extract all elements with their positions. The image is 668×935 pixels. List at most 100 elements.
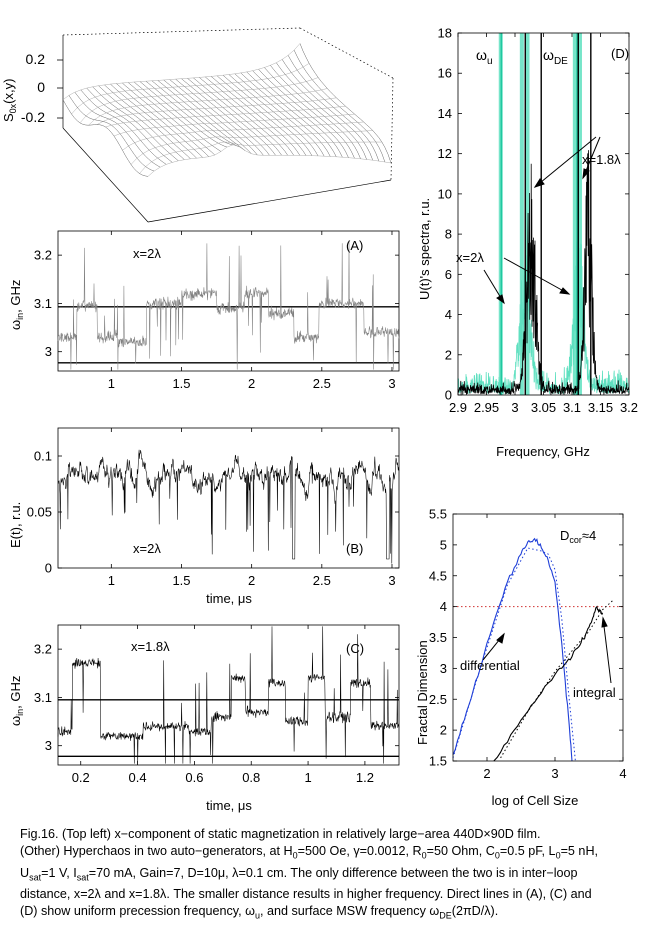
panel-a-ticks: 1 1.5 2 2.5 3 3 3.1 3.2 — [34, 231, 399, 391]
arrow-3-head — [496, 294, 505, 305]
mesh-line — [147, 144, 392, 177]
spectrum-line — [457, 212, 630, 395]
surface-ztick: -0.2 — [21, 109, 45, 125]
panel-a-series — [57, 240, 400, 370]
surface-floor-right — [147, 179, 392, 223]
ytick-label: 8 — [445, 227, 452, 242]
ytick-label: 18 — [438, 26, 452, 41]
panel-d-frame — [457, 32, 630, 396]
mesh-line — [293, 49, 386, 163]
arrow-1-head — [533, 178, 545, 188]
panel-b-label: (B) — [346, 541, 363, 556]
panel-a-frame — [57, 230, 400, 372]
surface-back-right — [299, 27, 394, 79]
panel-b-frame — [57, 427, 400, 569]
ytick-label: 0.1 — [34, 449, 52, 464]
xtick-label: 3 — [388, 376, 395, 391]
xtick-label: 0.4 — [129, 770, 147, 785]
surface-panel: 0.2 0 -0.2 S0x(x,y) — [1, 27, 394, 223]
xtick-label: 3 — [388, 573, 395, 588]
caption-line-4: distance, x=2λ and x=1.8λ. The smaller d… — [20, 887, 592, 902]
figure-canvas: 0.2 0 -0.2 S0x(x,y) 1 1.5 2 2.5 3 3 3.1 3.2 x=2… — [1, 26, 638, 814]
dcor-label: Dcor≈4 — [560, 528, 596, 545]
omega-u-label: ωu — [476, 47, 493, 67]
panel-d-annotation-2: x=2λ — [456, 250, 484, 265]
fractal-line — [500, 600, 614, 759]
fractal-ticks: 2 3 4 1.5 2 2.5 3 3.5 4 4.5 5 5.5 — [429, 507, 627, 782]
ytick-label: 5.5 — [429, 507, 447, 522]
panel-d-ylabel: U(t)'s spectra, r.u. — [417, 198, 432, 300]
ytick-label: 2 — [445, 347, 452, 362]
surface-zticks: 0.2 0 -0.2 — [21, 51, 63, 125]
ytick-label: 12 — [438, 146, 452, 161]
panel-d-label: (D) — [611, 46, 629, 61]
ytick-label: 0 — [45, 561, 52, 576]
ytick-label: 14 — [438, 106, 452, 121]
xtick-label: 1 — [108, 573, 115, 588]
cyan-tall-line — [577, 33, 582, 395]
fractal-panel: 2 3 4 1.5 2 2.5 3 3.5 4 4.5 5 5.5 Dcor≈4 differenti… — [415, 507, 627, 809]
surface-back-top — [62, 27, 301, 36]
mesh-line — [113, 113, 355, 137]
mesh-line — [122, 121, 364, 151]
panel-a-label: (A) — [346, 238, 363, 253]
integral-arrow — [602, 617, 612, 684]
caption-line-1: Fig.16. (Top left) x−component of static… — [20, 827, 541, 841]
panel-c-hlines — [58, 699, 399, 757]
xtick-label: 3.05 — [531, 400, 556, 415]
mesh-line — [104, 84, 191, 159]
xtick-label: 2.5 — [313, 573, 331, 588]
panel-b-annotation: x=2λ — [133, 541, 161, 556]
panel-c: 0.2 0.4 0.6 0.8 1 1.2 3 3.1 3.2 x=1.8λ (C) time,… — [8, 624, 400, 813]
panel-d-arrows — [483, 136, 601, 305]
ytick-label: 3 — [440, 661, 447, 676]
fractal-xlabel: log of Cell Size — [492, 793, 579, 808]
xtick-label: 2.5 — [313, 376, 331, 391]
omega-de-label: ωDE — [543, 47, 568, 67]
mesh-line — [74, 92, 161, 168]
mesh-line — [133, 81, 222, 152]
arrow-1 — [534, 136, 597, 188]
integral-arrow-head — [601, 616, 608, 628]
panel-d-ticks: 2.9 2.95 3 3.05 3.1 3.15 3.2 0 2 4 6 8 10 12 14 16 18 — [438, 26, 639, 416]
mesh-line — [130, 130, 373, 165]
xtick-label: 1.2 — [356, 770, 374, 785]
xtick-label: 0.8 — [242, 770, 260, 785]
ytick-label: 3 — [45, 344, 52, 359]
xtick-label: 3.1 — [563, 400, 581, 415]
ytick-label: 6 — [445, 267, 452, 282]
figure-caption: Fig.16. (Top left) x−component of static… — [20, 826, 660, 925]
ytick-label: 0 — [445, 388, 452, 403]
panel-c-label: (C) — [346, 641, 364, 656]
mesh-line — [128, 82, 215, 156]
surface-floor-front — [62, 127, 149, 223]
integral-label: integral — [573, 685, 616, 700]
panel-a-annotation: x=2λ — [133, 246, 161, 261]
mesh-line — [199, 77, 288, 156]
ytick-label: 0.05 — [27, 505, 52, 520]
xtick-label: 2 — [248, 376, 255, 391]
panel-a: 1 1.5 2 2.5 3 3 3.1 3.2 x=2λ (A) ωin, GHz — [8, 230, 400, 391]
xtick-label: 3.2 — [620, 400, 638, 415]
xtick-label: 1 — [108, 376, 115, 391]
mesh-line — [110, 83, 197, 159]
differential-arrow-head — [496, 632, 505, 644]
xtick-label: 1.5 — [172, 573, 190, 588]
mesh-line — [86, 87, 173, 163]
mesh-line — [88, 88, 328, 126]
panel-c-ylabel: ωin, GHz — [8, 676, 25, 726]
mesh-line — [139, 141, 382, 174]
xtick-label: 1 — [304, 770, 311, 785]
surface-zlabel: S0x(x,y) — [1, 79, 18, 122]
xtick-label: 3 — [551, 766, 558, 781]
panel-a-ylabel: ωin, GHz — [8, 280, 25, 330]
spectrum-line — [457, 150, 630, 395]
cyan-tall-line — [519, 33, 524, 395]
panel-b: 1 1.5 2 2.5 3 0 0.05 0.1 x=2λ (B) time, μs E(t)… — [8, 427, 400, 606]
panel-d-cyan-series — [457, 33, 630, 395]
xtick-label: 3 — [511, 400, 518, 415]
mesh-line — [228, 74, 319, 157]
panel-d: 2.9 2.95 3 3.05 3.1 3.15 3.2 0 2 4 6 8 10 12 14 16 18 ωu… — [417, 26, 638, 460]
panel-c-annotation: x=1.8λ — [131, 639, 170, 654]
ytick-label: 4 — [440, 599, 447, 614]
